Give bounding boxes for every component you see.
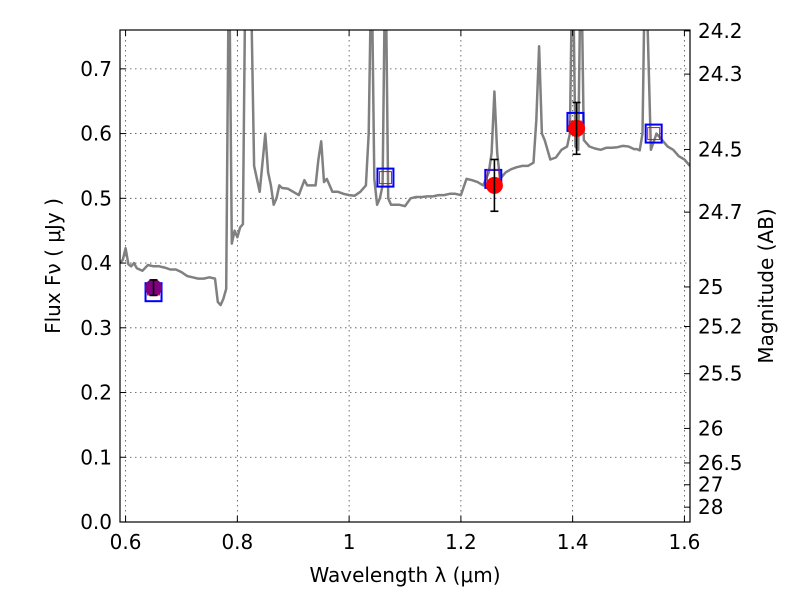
mag-tick-label: 24.5: [698, 137, 743, 161]
mag-tick-label: 25: [698, 275, 723, 299]
right-axis-title: Magnitude (AB): [754, 208, 778, 363]
axis-ticks: 0.6 0.8 1 1.2 1.4 1.6 0.0 0.1 0.2 0.3 0.4 0.5 0.6 0.7…: [80, 19, 742, 554]
y-tick-label: 0.1: [80, 445, 112, 469]
model-point-inner-square: [647, 127, 661, 141]
x-tick-label: 1.2: [445, 530, 477, 554]
mag-tick-label: 26: [698, 416, 723, 440]
y-axis-title: Flux Fν ( μJy ): [41, 198, 65, 334]
x-axis-title: Wavelength λ (μm): [309, 563, 500, 587]
model-point-square: [644, 123, 663, 144]
model-point-inner-square: [378, 171, 392, 185]
mag-tick-label: 25.5: [698, 362, 743, 386]
y-tick-label: 0.3: [80, 316, 112, 340]
mag-tick-label: 26.5: [698, 451, 743, 475]
spectrum-line: [120, 30, 690, 307]
y-tick-label: 0.0: [80, 510, 112, 534]
mag-tick-label: 24.7: [698, 200, 743, 224]
y-tick-label: 0.4: [80, 251, 112, 275]
x-tick-label: 1: [343, 530, 356, 554]
mag-tick-label: 25.2: [698, 314, 743, 338]
mag-tick-label: 28: [698, 495, 723, 519]
x-tick-label: 0.6: [110, 530, 142, 554]
x-tick-label: 1.4: [557, 530, 589, 554]
photometry-points: [144, 101, 663, 303]
x-tick-label: 1.6: [669, 530, 701, 554]
y-tick-label: 0.5: [80, 186, 112, 210]
x-tick-label: 0.8: [221, 530, 253, 554]
y-tick-label: 0.7: [80, 57, 112, 81]
y-tick-label: 0.2: [80, 381, 112, 405]
y-tick-label: 0.6: [80, 122, 112, 146]
plot-frame: [119, 29, 691, 523]
grid-lines: [120, 30, 690, 523]
mag-tick-label: 27: [698, 473, 723, 497]
model-point-square: [376, 167, 395, 188]
mag-tick-label: 24.2: [698, 19, 743, 43]
spectrum-series: [120, 30, 690, 307]
mag-tick-label: 24.3: [698, 62, 743, 86]
